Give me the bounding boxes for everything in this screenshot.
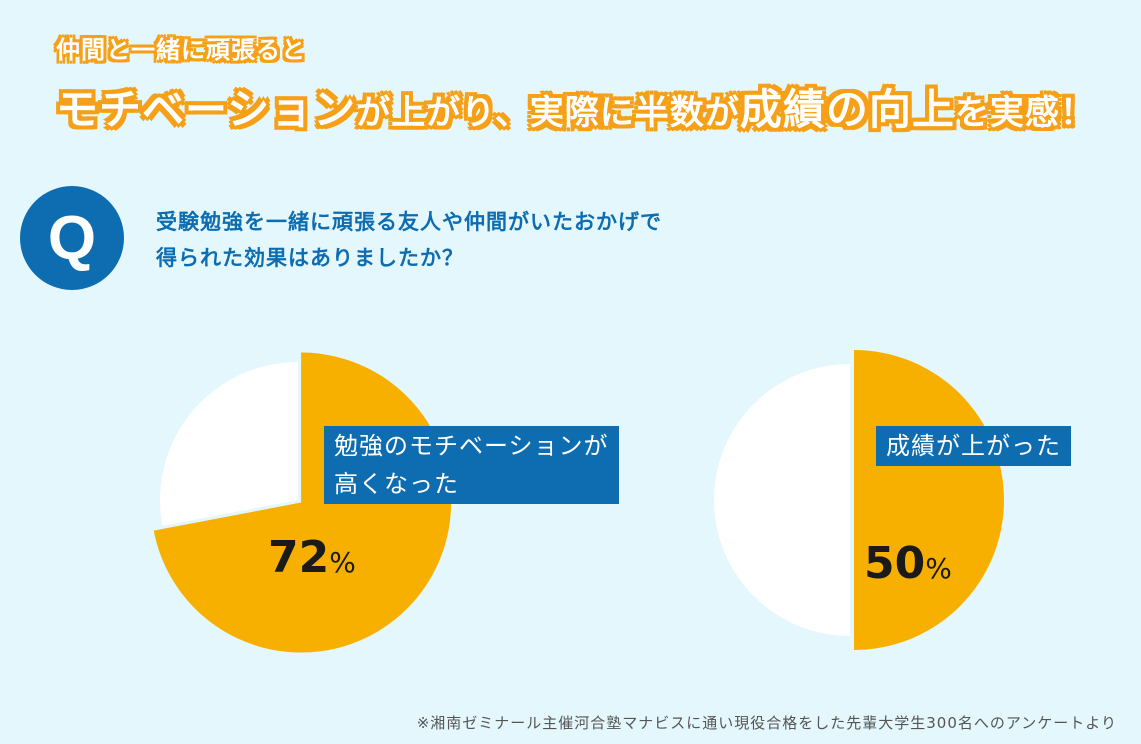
pie-1-value-unit: %	[329, 546, 356, 579]
pie-1-label-line-1: 勉強のモチベーションが	[334, 432, 609, 460]
pie-2-label: 成績が上がった	[876, 426, 1071, 466]
headline-main: モチベーションが上がり、実際に半数が成績の向上を実感！	[56, 76, 1095, 137]
footnote: ※湘南ゼミナール主催河合塾マナビスに通い現役合格をした先輩大学生300名へのアン…	[416, 714, 1117, 732]
pie-2-remainder-slice	[714, 364, 850, 636]
question-badge: Q	[20, 186, 124, 290]
pie-2-label-line-1: 成績が上がった	[886, 432, 1061, 460]
pie-2-value-number: 50	[864, 538, 926, 589]
pie-2-value-slice	[854, 350, 1004, 650]
headline-top: 仲間と一緒に頑張ると	[56, 36, 306, 64]
headline-part-motivation: モチベーション	[56, 85, 357, 134]
question-text: 受験勉強を一緒に頑張る友人や仲間がいたおかげで 得られた効果はありましたか？	[156, 204, 662, 276]
question-line-1: 受験勉強を一緒に頑張る友人や仲間がいたおかげで	[156, 210, 662, 234]
headline-part-grades: 成績の向上	[739, 85, 955, 134]
headline-part-feel: を実感！	[954, 93, 1095, 133]
pie-2-value-unit: %	[925, 552, 952, 585]
pie-1-label-line-2: 高くなった	[334, 470, 459, 498]
question-line-2: 得られた効果はありましたか？	[156, 246, 464, 270]
pie-1-value: 72%	[268, 532, 356, 583]
pie-1-label: 勉強のモチベーションが 高くなった	[324, 426, 619, 504]
headline-part-rise: が上がり、実際に半数が	[356, 93, 740, 133]
pie-1-remainder-slice	[159, 362, 298, 526]
pie-1-value-number: 72	[268, 532, 330, 583]
pie-2-value: 50%	[864, 538, 952, 589]
